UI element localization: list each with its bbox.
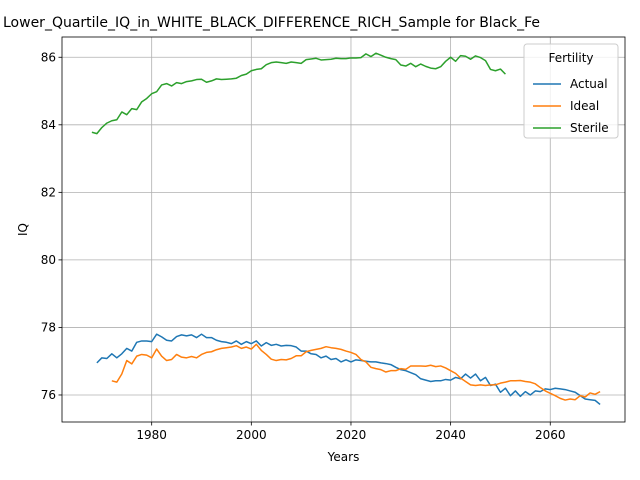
y-tick-label: 80 <box>41 253 56 267</box>
legend-label-actual: Actual <box>570 77 608 91</box>
y-tick-label: 84 <box>41 118 56 132</box>
legend-label-sterile: Sterile <box>570 121 609 135</box>
series-line-sterile <box>91 52 506 135</box>
series-lines <box>91 52 601 406</box>
y-tick-label: 76 <box>41 388 56 402</box>
legend-label-ideal: Ideal <box>570 99 599 113</box>
x-tick-label: 2040 <box>435 428 466 442</box>
x-tick-label: 2060 <box>535 428 566 442</box>
y-axis-label: IQ <box>16 223 30 236</box>
legend: Fertility Actual Ideal Sterile <box>523 43 619 139</box>
plot-frame <box>61 36 626 423</box>
axis-ticks: 1980 2000 2020 2040 2060 76 78 80 82 84 86 <box>41 50 566 442</box>
x-tick-label: 1980 <box>136 428 167 442</box>
x-tick-label: 2020 <box>336 428 367 442</box>
chart-title: Lower_Quartile_IQ_in_WHITE_BLACK_DIFFERE… <box>3 15 540 31</box>
legend-items: Actual Ideal Sterile <box>533 77 609 135</box>
legend-box <box>523 43 619 139</box>
y-tick-label: 82 <box>41 185 56 199</box>
y-tick-label: 86 <box>41 50 56 64</box>
x-axis-label: Years <box>327 450 360 464</box>
series-line-ideal <box>111 343 601 401</box>
y-tick-label: 78 <box>41 320 56 334</box>
legend-title: Fertility <box>548 51 593 65</box>
series-line-actual <box>96 333 601 406</box>
x-tick-label: 2000 <box>236 428 267 442</box>
